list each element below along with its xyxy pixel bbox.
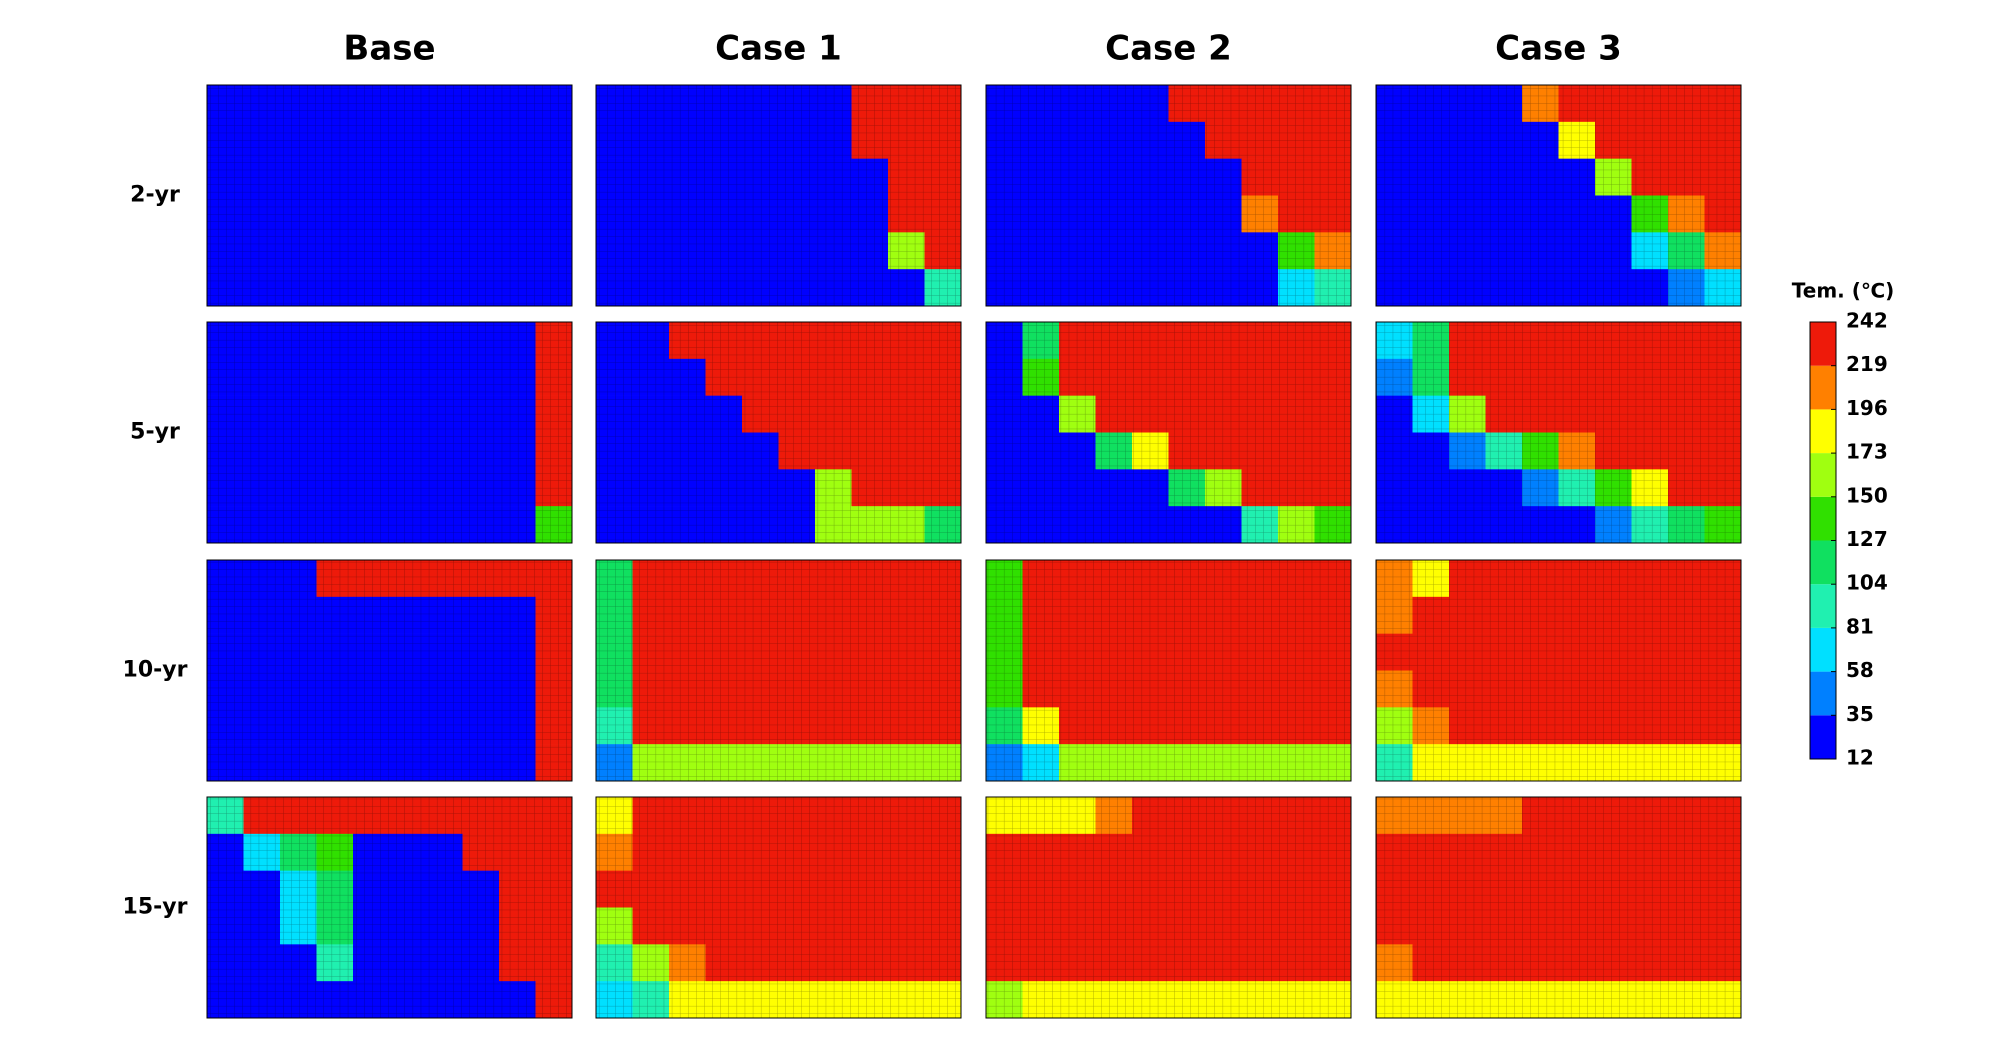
column-title: Case 3 bbox=[1495, 29, 1622, 69]
colorbar-segment bbox=[1810, 627, 1836, 672]
colorbar-tick-label: 173 bbox=[1846, 440, 1888, 464]
colorbar-segment bbox=[1810, 671, 1836, 716]
mesh bbox=[986, 560, 1351, 781]
colorbar-title: Tem. (℃) bbox=[1792, 279, 1894, 303]
colorbar-tick-label: 12 bbox=[1846, 746, 1874, 770]
colorbar-segment bbox=[1810, 496, 1836, 541]
panel-frame bbox=[1375, 559, 1742, 782]
mesh bbox=[207, 85, 572, 306]
panel-frame bbox=[1375, 84, 1742, 307]
row-label: 2-yr bbox=[130, 183, 180, 208]
colorbar-segment bbox=[1810, 365, 1836, 410]
colorbar-segment bbox=[1810, 322, 1836, 366]
mesh bbox=[986, 85, 1351, 306]
colorbar-tick-label: 196 bbox=[1846, 396, 1888, 420]
mesh bbox=[1376, 85, 1741, 306]
colorbar-tick-label: 58 bbox=[1846, 658, 1874, 682]
mesh bbox=[986, 322, 1351, 543]
row-label: 5-yr bbox=[130, 420, 180, 445]
row-label: 15-yr bbox=[123, 895, 188, 920]
colorbar-tick-label: 127 bbox=[1846, 527, 1888, 551]
mesh bbox=[596, 85, 961, 306]
mesh bbox=[596, 797, 961, 1018]
mesh bbox=[207, 322, 572, 543]
colorbar-tick-label: 242 bbox=[1846, 309, 1888, 333]
colorbar-tick-label: 104 bbox=[1846, 571, 1888, 595]
panel-frame bbox=[206, 559, 573, 782]
colorbar-segment bbox=[1810, 453, 1836, 497]
panel-frame bbox=[1375, 321, 1742, 544]
mesh bbox=[207, 797, 572, 1018]
panel-frame bbox=[985, 559, 1352, 782]
panel-frame bbox=[206, 796, 573, 1019]
mesh bbox=[207, 560, 572, 781]
colorbar-tick-label: 150 bbox=[1846, 483, 1888, 507]
panel-frame bbox=[206, 321, 573, 544]
panel-frame bbox=[206, 84, 573, 307]
colorbar-tick-label: 219 bbox=[1846, 352, 1888, 376]
mesh bbox=[986, 797, 1351, 1018]
column-title: Case 2 bbox=[1105, 29, 1232, 69]
panel-frame bbox=[985, 321, 1352, 544]
mesh bbox=[596, 322, 961, 543]
colorbar-segment bbox=[1810, 540, 1836, 585]
panel-frame bbox=[595, 321, 962, 544]
column-title: Base bbox=[343, 29, 435, 69]
panel-frame bbox=[1375, 796, 1742, 1019]
panel-frame bbox=[985, 84, 1352, 307]
panel-frame bbox=[985, 796, 1352, 1019]
row-label: 10-yr bbox=[123, 658, 188, 683]
panel-frame bbox=[595, 84, 962, 307]
column-title: Case 1 bbox=[715, 29, 842, 69]
mesh bbox=[1376, 560, 1741, 781]
panel-frame bbox=[595, 796, 962, 1019]
mesh bbox=[596, 560, 961, 781]
colorbar-segment bbox=[1810, 715, 1836, 759]
colorbar-segment bbox=[1810, 409, 1836, 454]
panel-frame bbox=[595, 559, 962, 782]
colorbar-tick-label: 81 bbox=[1846, 614, 1874, 638]
colorbar-tick-label: 35 bbox=[1846, 702, 1874, 726]
mesh bbox=[1376, 322, 1741, 543]
mesh bbox=[1376, 797, 1741, 1018]
colorbar-segment bbox=[1810, 584, 1836, 628]
